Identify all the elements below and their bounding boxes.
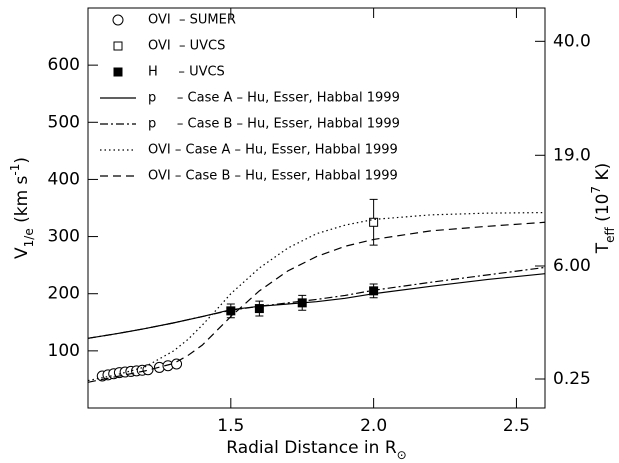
legend-marker — [113, 67, 123, 77]
x-axis-label-part: ⊙ — [397, 448, 407, 462]
y2-tick-label: 19.0 — [553, 145, 591, 165]
legend-label: OVI – Case B – Hu, Esser, Habbal 1999 — [148, 169, 398, 184]
legend-label: H – UVCS — [148, 65, 225, 80]
x-tick-label: 2.5 — [503, 416, 530, 436]
x-axis-label-part: Radial Distance in R — [226, 438, 397, 458]
legend-label: p – Case A – Hu, Esser, Habbal 1999 — [148, 91, 400, 106]
x-tick-label: 1.5 — [217, 416, 244, 436]
y-axis-label-part: 1/e — [22, 228, 36, 247]
legend-label: OVI – Case A – Hu, Esser, Habbal 1999 — [148, 143, 398, 158]
marker — [254, 304, 264, 314]
y-axis-label-part: (km s — [12, 175, 32, 228]
y-tick-label: 600 — [48, 55, 80, 75]
legend-label: p – Case B – Hu, Esser, Habbal 1999 — [148, 117, 400, 132]
x-tick-label: 2.0 — [360, 416, 387, 436]
legend-marker — [112, 14, 124, 26]
y-tick-label: 200 — [48, 284, 80, 304]
x-axis-label: Radial Distance in R⊙ — [226, 438, 406, 462]
y2-tick-label: 40.0 — [553, 31, 591, 51]
y2-axis-label-part: eff — [603, 227, 617, 243]
y2-axis-label: Teff (107 K) — [589, 163, 617, 255]
model-curve — [87, 266, 546, 339]
model-curve — [87, 273, 546, 339]
y2-axis-label-part: K) — [593, 163, 613, 186]
y2-axis-label-part: 7 — [589, 186, 603, 194]
y-axis-label-part: ) — [12, 157, 32, 164]
model-curve — [87, 221, 546, 383]
y2-tick-label: 0.25 — [553, 369, 591, 389]
y-axis-label: V1/e (km s-1) — [8, 157, 36, 259]
legend-label: OVI – UVCS — [148, 39, 225, 54]
y-tick-label: 300 — [48, 227, 80, 247]
y-tick-label: 500 — [48, 112, 80, 132]
y-tick-label: 400 — [48, 169, 80, 189]
marker — [142, 364, 154, 376]
model-curve — [87, 211, 546, 382]
marker — [369, 217, 379, 227]
y-axis-label-part: V — [12, 247, 32, 259]
legend-label: OVI – SUMER — [148, 13, 236, 28]
y2-axis-label-part: T — [593, 242, 613, 254]
legend-marker — [113, 41, 123, 51]
y2-axis-label-part: (10 — [593, 194, 613, 228]
plot-frame — [87, 7, 546, 409]
y-tick-label: 100 — [48, 341, 80, 361]
y2-tick-label: 6.00 — [553, 256, 591, 276]
y-axis-label-part: -1 — [8, 164, 22, 176]
